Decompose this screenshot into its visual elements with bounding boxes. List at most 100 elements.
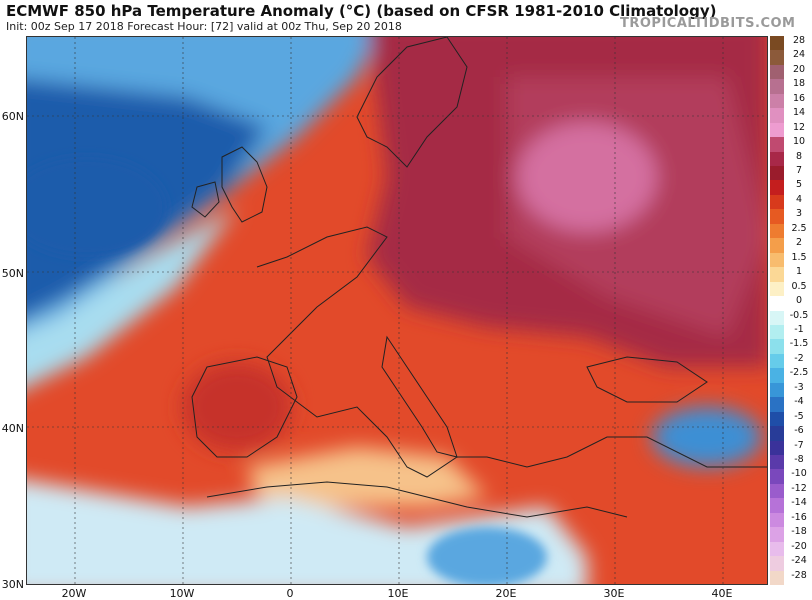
colorbar-label: 2	[795, 237, 803, 249]
colorbar-entry: -20	[770, 540, 812, 557]
colorbar-label: 8	[795, 150, 803, 162]
colorbar-entry: 1	[770, 266, 812, 283]
colorbar-entry: 20	[770, 64, 812, 80]
colorbar-swatch	[770, 238, 784, 254]
italy-coast	[381, 335, 458, 458]
colorbar-swatch	[770, 440, 784, 456]
colorbar-entry: 2	[770, 237, 812, 254]
baltic-hotspot	[517, 122, 657, 232]
colorbar-swatch	[770, 93, 784, 109]
colorbar-label: 14	[792, 107, 806, 119]
colorbar-label: -0.5	[789, 309, 809, 321]
colorbar-swatch	[770, 570, 784, 586]
colorbar-entry: -3	[770, 381, 812, 398]
colorbar-entry: -4	[770, 396, 812, 413]
forecast-info: Init: 00z Sep 17 2018 Forecast Hour: [72…	[6, 20, 402, 33]
colorbar-entry: 5	[770, 179, 812, 196]
colorbar-label: 12	[792, 121, 806, 133]
north-africa-coast	[206, 481, 628, 518]
colorbar-swatch	[770, 194, 784, 210]
colorbar-label: 16	[792, 92, 806, 104]
colorbar-entry: -6	[770, 425, 812, 442]
colorbar-label: 3	[795, 208, 803, 220]
colorbar-swatch	[770, 252, 784, 268]
colorbar-swatch	[770, 397, 784, 413]
colorbar-label: -14	[791, 497, 807, 509]
colorbar-entry: -5	[770, 411, 812, 427]
colorbar-swatch	[770, 411, 784, 427]
colorbar-entry: -7	[770, 439, 812, 456]
colorbar-label: 0.5	[791, 280, 807, 292]
lon-label-0: 0	[286, 587, 294, 600]
iberia-anomaly	[182, 362, 292, 452]
colorbar-entry: -18	[770, 526, 812, 543]
colorbar-swatch	[770, 108, 784, 124]
colorbar-label: -20	[791, 540, 807, 552]
colorbar-label: -8	[794, 453, 804, 465]
colorbar-label: -3	[794, 381, 804, 393]
mediterranean-neutral	[247, 447, 487, 507]
lon-label-10w: 10W	[169, 587, 195, 600]
colorbar-swatch	[770, 151, 784, 167]
lat-label-50n: 50N	[1, 267, 24, 280]
colorbar-label: 0	[795, 295, 803, 307]
colorbar-label: -28	[791, 569, 807, 581]
black-sea-coast	[586, 356, 708, 403]
colorbar-swatch	[770, 454, 784, 470]
colorbar-entry: 14	[770, 107, 812, 124]
colorbar-swatch	[770, 64, 784, 80]
lat-label-60n: 60N	[1, 110, 24, 123]
colorbar-swatch	[770, 527, 784, 543]
atlantic-deep-cold	[27, 157, 167, 257]
continental-coast	[256, 226, 767, 478]
ireland-coast	[191, 181, 220, 218]
graticule	[27, 37, 767, 584]
colorbar-label: -24	[791, 555, 807, 567]
anomaly-field	[27, 37, 767, 584]
colorbar-entry: -1.5	[770, 338, 812, 355]
colorbar-label: -6	[794, 425, 804, 437]
map-header: ECMWF 850 hPa Temperature Anomaly (°C) (…	[0, 0, 812, 36]
colorbar-label: -7	[794, 439, 804, 451]
colorbar-entry: 24	[770, 49, 812, 66]
colorbar-swatch	[770, 426, 784, 442]
colorbar-swatch	[770, 339, 784, 355]
colorbar-label: -16	[791, 511, 807, 523]
colorbar-swatch	[770, 382, 784, 398]
colorbar-swatch	[770, 512, 784, 528]
colorbar-entry: 2.5	[770, 223, 812, 239]
colorbar-label: 1.5	[791, 251, 807, 263]
colorbar-entry: 0	[770, 295, 812, 311]
colorbar-entry: -28	[770, 569, 812, 586]
site-logo: TROPICALTIDBITS.COM	[620, 16, 796, 31]
colorbar-swatch	[770, 296, 784, 311]
colorbar-swatch	[770, 267, 784, 283]
colorbar-entry: 16	[770, 92, 812, 109]
colorbar-label: 5	[795, 179, 803, 191]
colorbar-label: -10	[791, 468, 807, 480]
colorbar-label: 1	[795, 266, 803, 278]
coastlines	[191, 37, 767, 518]
colorbar-label: 7	[795, 165, 803, 177]
colorbar-label: -4	[794, 396, 804, 408]
colorbar-swatch	[770, 469, 784, 485]
temperature-anomaly-map	[26, 36, 768, 585]
turkey-cold	[652, 407, 762, 467]
colorbar-swatch	[770, 483, 784, 499]
lat-label-40n: 40N	[1, 422, 24, 435]
colorbar-swatch	[770, 353, 784, 369]
lon-label-40e: 40E	[711, 587, 733, 600]
colorbar-label: 10	[792, 136, 806, 148]
colorbar-label: -18	[791, 526, 807, 538]
colorbar-entry: -0.5	[770, 309, 812, 326]
transition-band	[27, 207, 237, 387]
lat-label-30n: 30N	[1, 578, 24, 591]
colorbar-label: -2.5	[789, 367, 809, 379]
colorbar-entry: -2.5	[770, 367, 812, 384]
lon-label-10e: 10E	[387, 587, 409, 600]
colorbar-entry: -12	[770, 483, 812, 499]
iberia-coast	[191, 356, 298, 458]
colorbar-swatch	[770, 209, 784, 225]
colorbar-label: 4	[795, 193, 803, 205]
colorbar-entry: -1	[770, 324, 812, 340]
